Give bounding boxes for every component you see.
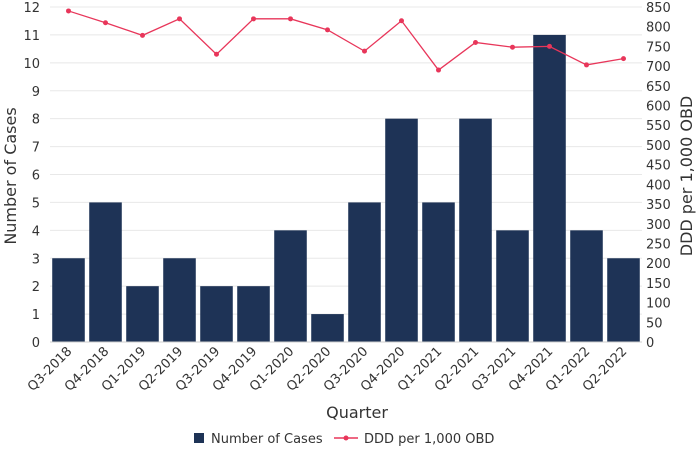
y2-axis-label: DDD per 1,000 OBD bbox=[677, 96, 696, 257]
y-tick-label: 7 bbox=[32, 141, 40, 156]
bar-Q2-2020 bbox=[311, 314, 344, 342]
y-tick-label: 6 bbox=[32, 169, 40, 184]
y-tick-label: 4 bbox=[32, 224, 40, 239]
y-tick-label: 12 bbox=[23, 1, 40, 16]
ddd-point-Q3-2020 bbox=[362, 48, 367, 54]
y-tick-label: 3 bbox=[32, 252, 40, 267]
legend: Number of Cases DDD per 1,000 OBD bbox=[194, 432, 494, 447]
y2-tick-label: 850 bbox=[646, 1, 671, 16]
y2-tick-label: 500 bbox=[646, 139, 671, 154]
y2-tick-label: 350 bbox=[646, 198, 671, 213]
y2-tick-label: 150 bbox=[646, 277, 671, 292]
y2-tick-label: 650 bbox=[646, 80, 671, 95]
bar-Q2-2022 bbox=[607, 258, 640, 342]
bar-Q4-2020 bbox=[385, 118, 418, 343]
y2-tick-label: 250 bbox=[646, 237, 671, 252]
y2-tick-label: 0 bbox=[646, 336, 654, 351]
y-tick-label: 1 bbox=[32, 308, 40, 323]
bar-Q3-2019 bbox=[200, 286, 233, 342]
bar-layer bbox=[52, 34, 640, 343]
ddd-point-Q3-2021 bbox=[510, 44, 515, 50]
bar-Q3-2018 bbox=[52, 258, 85, 342]
ddd-point-Q2-2019 bbox=[177, 16, 182, 22]
y-tick-label: 10 bbox=[23, 57, 40, 72]
bar-Q1-2022 bbox=[570, 230, 603, 342]
ddd-point-Q4-2020 bbox=[399, 18, 404, 24]
bar-Q1-2019 bbox=[126, 286, 159, 342]
y-tick-label: 2 bbox=[32, 280, 40, 295]
y2-tick-label: 300 bbox=[646, 218, 671, 233]
y2-tick-label: 550 bbox=[646, 119, 671, 134]
ddd-point-Q4-2021 bbox=[547, 43, 552, 49]
y2-tick-label: 600 bbox=[646, 100, 671, 115]
bar-Q2-2019 bbox=[163, 258, 196, 342]
ddd-point-Q3-2018 bbox=[66, 8, 71, 14]
ddd-point-Q4-2018 bbox=[103, 20, 108, 26]
y-tick-label: 11 bbox=[23, 29, 40, 44]
ddd-point-Q2-2022 bbox=[621, 56, 626, 62]
y-tick-label: 9 bbox=[32, 85, 40, 100]
y2-tick-label: 200 bbox=[646, 257, 671, 272]
ddd-point-Q3-2019 bbox=[214, 51, 219, 57]
y2-tick-label: 450 bbox=[646, 159, 671, 174]
bar-Q1-2020 bbox=[274, 230, 307, 342]
bar-Q4-2018 bbox=[89, 202, 122, 342]
line-layer bbox=[66, 8, 626, 73]
y-tick-label: 5 bbox=[32, 196, 40, 211]
y-tick-label: 0 bbox=[32, 336, 40, 351]
y2-tick-label: 100 bbox=[646, 297, 671, 312]
ddd-point-Q1-2021 bbox=[436, 67, 441, 73]
y2-tick-label: 750 bbox=[646, 40, 671, 55]
bar-Q4-2021 bbox=[533, 34, 566, 343]
ddd-point-Q1-2019 bbox=[140, 32, 145, 38]
legend-label-ddd: DDD per 1,000 OBD bbox=[364, 432, 494, 447]
y2-tick-label: 800 bbox=[646, 21, 671, 36]
y-axis-label: Number of Cases bbox=[1, 107, 20, 244]
ddd-point-Q1-2020 bbox=[288, 16, 293, 22]
bar-Q3-2020 bbox=[348, 202, 381, 342]
ddd-point-Q4-2019 bbox=[251, 16, 256, 22]
y2-tick-label: 50 bbox=[646, 316, 663, 331]
ddd-point-Q2-2020 bbox=[325, 27, 330, 33]
legend-bar-swatch bbox=[194, 433, 204, 443]
y2-tick-label: 400 bbox=[646, 178, 671, 193]
bar-Q3-2021 bbox=[496, 230, 529, 342]
ddd-point-Q1-2022 bbox=[584, 62, 589, 68]
bar-Q4-2019 bbox=[237, 286, 270, 342]
legend-line-marker bbox=[343, 435, 349, 441]
bar-Q2-2021 bbox=[459, 118, 492, 343]
ddd-point-Q2-2021 bbox=[473, 39, 478, 45]
x-axis-label: Quarter bbox=[326, 403, 388, 422]
y-tick-label: 8 bbox=[32, 113, 40, 128]
bar-Q1-2021 bbox=[422, 202, 455, 342]
y2-tick-label: 700 bbox=[646, 60, 671, 75]
ddd-line bbox=[68, 10, 624, 71]
legend-label-cases: Number of Cases bbox=[211, 432, 323, 447]
